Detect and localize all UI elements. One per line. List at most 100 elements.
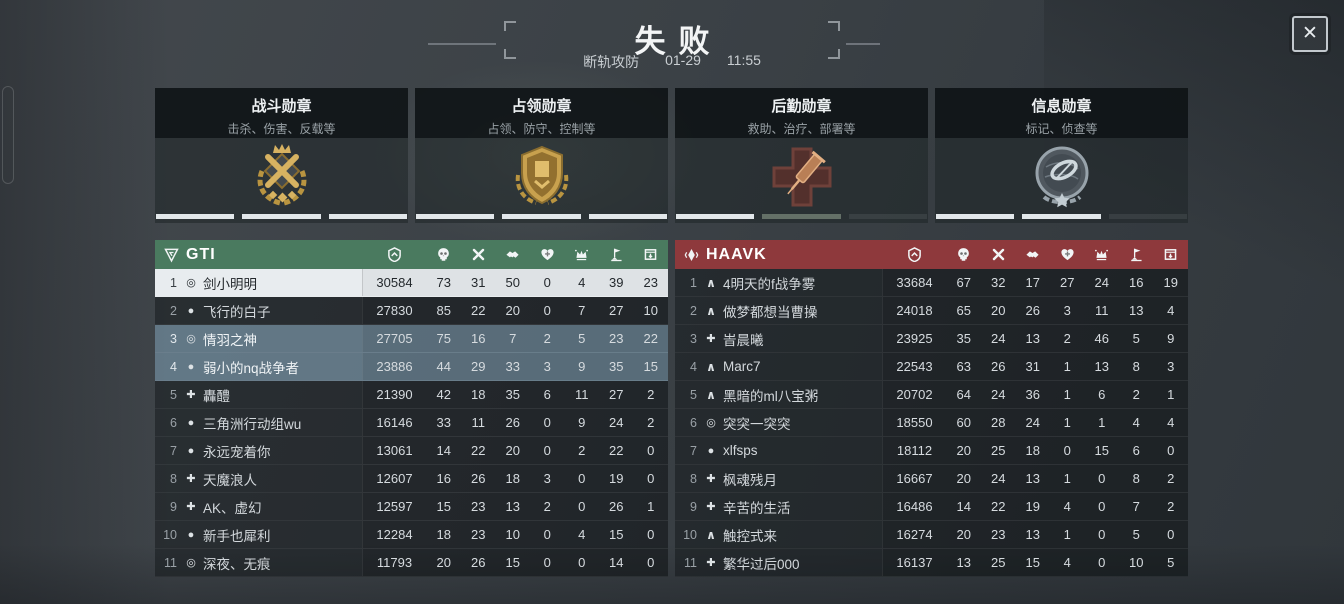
medal-panel[interactable]: 后勤勋章 救助、治疗、部署等 [675,88,928,223]
player-row[interactable]: 8 ✚ 天魔浪人 12607 16 26 18 3 0 19 0 [155,465,668,493]
class-medic-icon: ✚ [186,389,196,401]
rank: 11 [684,555,697,570]
stat-deployments: 0 [647,555,655,570]
rank: 4 [690,359,697,374]
stat-assists: 50 [505,275,520,290]
stat-score: 16274 [896,527,933,542]
stat-kills: 16 [436,471,451,486]
player-row[interactable]: 4 ● 弱小的nq战争者 23886 44 29 33 3 9 35 15 [155,353,668,381]
stat-revives: 2 [543,499,551,514]
player-row[interactable]: 7 ● xlfsps 18112 20 25 18 0 15 6 0 [675,437,1188,465]
stat-supplies: 0 [578,499,586,514]
match-info: 断轨攻防 01-29 11:55 [0,52,1344,72]
stat-revives: 1 [1063,471,1071,486]
medal-progress-segment [242,214,321,219]
class-engineer-icon: ● [187,360,195,373]
stat-deployments: 2 [1167,471,1175,486]
player-row[interactable]: 10 ● 新手也犀利 12284 18 23 10 0 4 15 0 [155,521,668,549]
player-name: 做梦都想当曹操 [723,304,818,320]
stat-assists: 18 [1025,443,1040,458]
stat-kills: 15 [436,499,451,514]
player-row[interactable]: 6 ◎ 突突一突突 18550 60 28 24 1 1 4 4 [675,409,1188,437]
title-bracket-top-left [504,21,516,31]
rank: 7 [170,443,177,458]
stat-score: 18550 [896,415,933,430]
medal-panel[interactable]: 占领勋章 占领、防守、控制等 [415,88,668,223]
stat-captures: 39 [609,275,624,290]
player-row[interactable]: 11 ✚ 繁华过后000 16137 13 25 15 4 0 10 5 [675,549,1188,577]
team-table-haavk: HAAVK 1 ∧ 4明天的f战争雾 33684 67 32 17 27 24 16 19 2 … [675,240,1188,577]
medal-progress-segment [328,214,407,219]
medal-progress-segment [1022,214,1101,219]
medal-progress-segment [588,214,667,219]
player-row[interactable]: 6 ● 三角洲行动组wu 16146 33 11 26 0 9 24 2 [155,409,668,437]
stat-deaths: 23 [471,499,486,514]
stat-captures: 26 [609,499,624,514]
rank: 4 [170,359,177,374]
intel-medal [935,140,1188,214]
medal-panel[interactable]: 信息勋章 标记、侦查等 [935,88,1188,223]
stat-deaths: 26 [471,471,486,486]
stat-captures: 27 [609,387,624,402]
player-name: 新手也犀利 [203,528,271,544]
player-name: 4明天的f战争雾 [723,276,816,292]
stat-assists: 15 [1025,555,1040,570]
stat-deaths: 18 [471,387,486,402]
stat-values: 12597 15 23 13 2 0 26 1 [361,493,668,520]
stat-kills: 20 [436,555,451,570]
side-tab[interactable] [2,86,14,184]
stat-kills: 67 [956,275,971,290]
player-row[interactable]: 3 ✚ 峕晨曦 23925 35 24 13 2 46 5 9 [675,325,1188,353]
player-row[interactable]: 7 ● 永远宠着你 13061 14 22 20 0 2 22 0 [155,437,668,465]
class-recon-icon: ◎ [186,277,196,289]
player-row[interactable]: 1 ∧ 4明天的f战争雾 33684 67 32 17 27 24 16 19 [675,269,1188,297]
player-row[interactable]: 9 ✚ AK、虚幻 12597 15 23 13 2 0 26 1 [155,493,668,521]
stat-values: 30584 73 31 50 0 4 39 23 [361,269,668,296]
player-row[interactable]: 4 ∧ Marc7 22543 63 26 31 1 13 8 3 [675,353,1188,381]
stat-values: 16667 20 24 13 1 0 8 2 [881,465,1188,492]
player-row[interactable]: 5 ✚ 轟醴 21390 42 18 35 6 11 27 2 [155,381,668,409]
stat-deaths: 29 [471,359,486,374]
player-name: 弱小的nq战争者 [203,360,300,376]
player-row[interactable]: 9 ✚ 辛苦的生活 16486 14 22 19 4 0 7 2 [675,493,1188,521]
player-rows: 1 ◎ 剑小明明 30584 73 31 50 0 4 39 23 2 ● 飞行的白子 2783… [155,269,668,577]
stat-revives: 1 [1063,415,1071,430]
medal-subtitle: 标记、侦查等 [1025,122,1098,136]
stat-supplies: 46 [1094,331,1109,346]
player-row[interactable]: 3 ◎ 情羽之神 27705 75 16 7 2 5 23 22 [155,325,668,353]
stat-captures: 8 [1132,359,1140,374]
close-button[interactable]: ✕ [1292,16,1328,52]
stat-kills: 85 [436,303,451,318]
stat-supplies: 13 [1094,359,1109,374]
stat-deaths: 16 [471,331,486,346]
stat-deaths: 25 [991,555,1006,570]
stat-score: 27830 [376,303,413,318]
stat-deployments: 5 [1167,555,1175,570]
stat-revives: 1 [1063,387,1071,402]
stat-deployments: 19 [1163,275,1178,290]
player-name: 触控式来 [723,528,777,544]
player-row[interactable]: 8 ✚ 枫魂残月 16667 20 24 13 1 0 8 2 [675,465,1188,493]
stat-assists: 18 [505,471,520,486]
team-table-gti: GTI 1 ◎ 剑小明明 30584 73 31 50 0 4 39 23 2 ● 飞行的白子 … [155,240,668,577]
stat-deaths: 22 [991,499,1006,514]
match-time: 11:55 [726,52,761,68]
player-row[interactable]: 10 ∧ 触控式来 16274 20 23 13 1 0 5 0 [675,521,1188,549]
medal-panel-header: 战斗勋章 击杀、伤害、反载等 [155,88,408,138]
logistics-medal [675,140,928,214]
rank: 10 [163,527,177,542]
stat-score: 13061 [376,443,413,458]
player-row[interactable]: 1 ◎ 剑小明明 30584 73 31 50 0 4 39 23 [155,269,668,297]
player-row[interactable]: 11 ◎ 深夜、无痕 11793 20 26 15 0 0 14 0 [155,549,668,577]
medal-panel[interactable]: 战斗勋章 击杀、伤害、反载等 [155,88,408,223]
stat-kills: 65 [956,303,971,318]
player-row[interactable]: 5 ∧ 黑暗的ml八宝粥 20702 64 24 36 1 6 2 1 [675,381,1188,409]
stat-captures: 24 [609,415,624,430]
deaths-icon [981,246,1016,264]
assists-icon [1016,246,1051,264]
player-row[interactable]: 2 ∧ 做梦都想当曹操 24018 65 20 26 3 11 13 4 [675,297,1188,325]
player-name: 深夜、无痕 [203,556,271,572]
stat-deaths: 24 [991,387,1006,402]
stat-deployments: 4 [1167,415,1175,430]
player-row[interactable]: 2 ● 飞行的白子 27830 85 22 20 0 7 27 10 [155,297,668,325]
